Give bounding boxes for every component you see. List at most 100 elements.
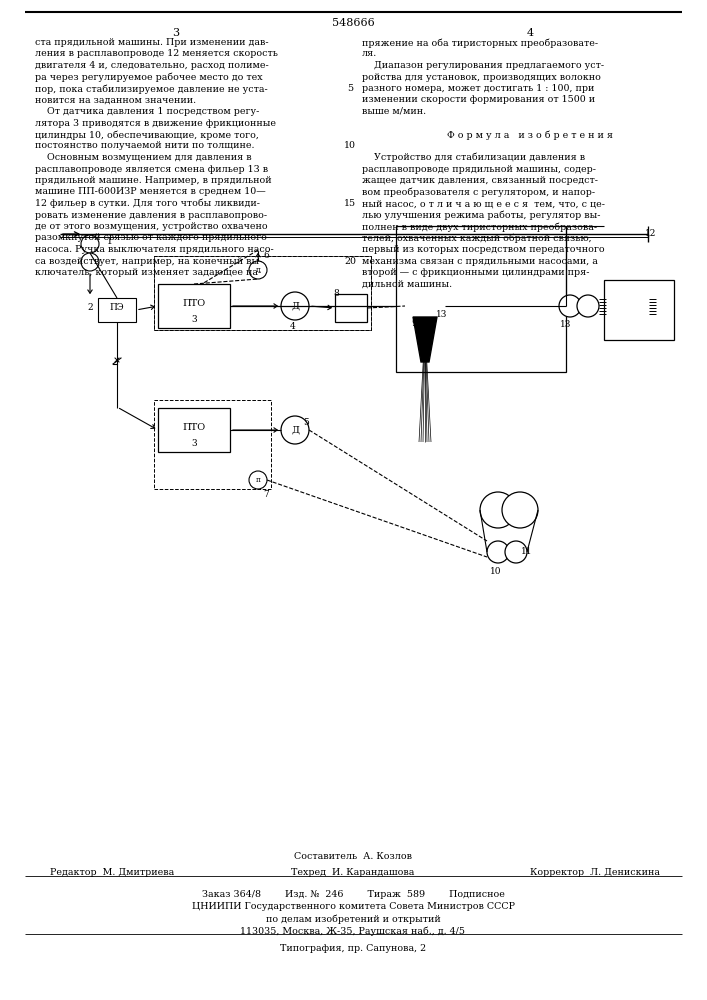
Circle shape	[502, 492, 538, 528]
Text: ный насос, о т л и ч а ю щ е е с я  тем, что, с це-: ный насос, о т л и ч а ю щ е е с я тем, …	[362, 199, 605, 208]
Text: са воздействует, например, на конечный вы-: са воздействует, например, на конечный в…	[35, 256, 262, 265]
Text: вом преобразователя с регулятором, и напор-: вом преобразователя с регулятором, и нап…	[362, 188, 595, 197]
Text: ключатель, который изменяет задающее па-: ключатель, который изменяет задающее па-	[35, 268, 262, 277]
Text: ровать изменение давления в расплавопрово-: ровать изменение давления в расплавопров…	[35, 211, 267, 220]
Text: лью улучшения режима работы, регулятор вы-: лью улучшения режима работы, регулятор в…	[362, 211, 600, 220]
Text: п: п	[255, 476, 260, 484]
Text: второй — с фрикционными цилиндрами пря-: второй — с фрикционными цилиндрами пря-	[362, 268, 590, 277]
Text: 3: 3	[191, 315, 197, 324]
Text: Д: Д	[291, 302, 299, 310]
Text: 1: 1	[107, 237, 112, 246]
Text: Типография, пр. Сапунова, 2: Типография, пр. Сапунова, 2	[280, 944, 426, 953]
Text: расплавопроводе прядильной машины, содер-: расплавопроводе прядильной машины, содер…	[362, 164, 596, 174]
Text: 2: 2	[88, 304, 93, 312]
Text: новится на заданном значении.: новится на заданном значении.	[35, 96, 196, 104]
Circle shape	[405, 295, 427, 317]
Circle shape	[249, 261, 267, 279]
Bar	[335, 294, 367, 322]
Text: 6: 6	[263, 251, 269, 260]
Text: Д: Д	[291, 426, 299, 434]
Text: ПТО: ПТО	[182, 300, 206, 308]
Text: насоса. Ручка выключателя прядильного насо-: насоса. Ручка выключателя прядильного на…	[35, 245, 274, 254]
Bar	[158, 284, 230, 328]
Bar	[396, 226, 566, 372]
Polygon shape	[413, 317, 437, 362]
Text: ройства для установок, производящих волокно: ройства для установок, производящих воло…	[362, 73, 601, 82]
Bar	[158, 408, 230, 452]
Circle shape	[423, 295, 445, 317]
Text: Заказ 364/8        Изд. №  246        Тираж  589        Подписное: Заказ 364/8 Изд. № 246 Тираж 589 Подписн…	[201, 890, 504, 899]
Text: Ф о р м у л а   и з о б р е т е н и я: Ф о р м у л а и з о б р е т е н и я	[447, 130, 613, 139]
Text: Основным возмущением для давления в: Основным возмущением для давления в	[35, 153, 252, 162]
Text: Корректор  Л. Денискина: Корректор Л. Денискина	[530, 868, 660, 877]
Text: Диапазон регулирования предлагаемого уст-: Диапазон регулирования предлагаемого уст…	[362, 61, 604, 70]
Text: машине ПП-600ИЗР меняется в среднем 10—: машине ПП-600ИЗР меняется в среднем 10—	[35, 188, 266, 196]
Bar	[154, 256, 371, 330]
Text: Составитель  А. Козлов: Составитель А. Козлов	[294, 852, 412, 861]
Text: прядильной машине. Например, в прядильной: прядильной машине. Например, в прядильно…	[35, 176, 271, 185]
Circle shape	[577, 295, 599, 317]
Text: 12: 12	[645, 229, 656, 238]
Text: механизма связан с прядильными насосами, а: механизма связан с прядильными насосами,…	[362, 256, 598, 265]
Text: 10: 10	[344, 141, 356, 150]
Text: выше м/мин.: выше м/мин.	[362, 107, 426, 116]
Text: ПТО: ПТО	[182, 424, 206, 432]
Text: 13: 13	[436, 310, 448, 319]
Text: Техред  И. Карандашова: Техред И. Карандашова	[291, 868, 415, 877]
Text: 113035, Москва, Ж-35, Раушская наб., д. 4/5: 113035, Москва, Ж-35, Раушская наб., д. …	[240, 926, 465, 936]
Text: пряжение на оба тиристорных преобразовате-: пряжение на оба тиристорных преобразоват…	[362, 38, 598, 47]
Text: первый из которых посредством передаточного: первый из которых посредством передаточн…	[362, 245, 604, 254]
Text: 3: 3	[173, 28, 180, 38]
Circle shape	[81, 235, 99, 253]
Text: жащее датчик давления, связанный посредст-: жащее датчик давления, связанный посредс…	[362, 176, 598, 185]
Text: де от этого возмущения, устройство охвачено: де от этого возмущения, устройство охвач…	[35, 222, 268, 231]
Circle shape	[627, 295, 649, 317]
Text: Устройство для стабилизации давления в: Устройство для стабилизации давления в	[362, 153, 585, 162]
Text: телей, охваченных каждый обратной связью,: телей, охваченных каждый обратной связью…	[362, 233, 592, 243]
Bar	[154, 400, 271, 489]
Text: 5: 5	[303, 418, 309, 427]
Text: дильной машины.: дильной машины.	[362, 279, 452, 288]
Text: 8: 8	[333, 289, 339, 298]
Text: ста прядильной машины. При изменении дав-: ста прядильной машины. При изменении дав…	[35, 38, 269, 47]
Text: пор, пока стабилизируемое давление не уста-: пор, пока стабилизируемое давление не ус…	[35, 84, 268, 94]
Text: цилиндры 10, обеспечивающие, кроме того,: цилиндры 10, обеспечивающие, кроме того,	[35, 130, 259, 139]
Text: разного номера, может достигать 1 : 100, при: разного номера, может достигать 1 : 100,…	[362, 84, 595, 93]
Text: 12 фильер в сутки. Для того чтобы ликвиди-: 12 фильер в сутки. Для того чтобы ликвид…	[35, 199, 260, 209]
Text: ления в расплавопроводе 12 меняется скорость: ления в расплавопроводе 12 меняется скор…	[35, 49, 278, 58]
Text: Редактор  М. Дмитриева: Редактор М. Дмитриева	[50, 868, 174, 877]
Text: 4: 4	[527, 28, 534, 38]
Text: 11: 11	[521, 547, 532, 556]
Circle shape	[281, 292, 309, 320]
Text: постоянство получаемой нити по толщине.: постоянство получаемой нити по толщине.	[35, 141, 255, 150]
Text: двигателя 4 и, следовательно, расход полиме-: двигателя 4 и, следовательно, расход пол…	[35, 61, 269, 70]
Text: От датчика давления 1 посредством регу-: От датчика давления 1 посредством регу-	[35, 107, 259, 116]
Text: ля.: ля.	[362, 49, 378, 58]
Circle shape	[81, 253, 99, 271]
Circle shape	[249, 471, 267, 489]
Bar	[604, 280, 674, 340]
Text: изменении скорости формирования от 1500 и: изменении скорости формирования от 1500 …	[362, 96, 595, 104]
Text: 7: 7	[263, 490, 269, 499]
Text: ра через регулируемое рабочее место до тех: ра через регулируемое рабочее место до т…	[35, 73, 262, 82]
Text: 20: 20	[344, 256, 356, 265]
Text: 15: 15	[344, 199, 356, 208]
Text: 548666: 548666	[332, 18, 375, 28]
Text: 13: 13	[560, 320, 571, 329]
Circle shape	[480, 492, 516, 528]
Text: 4: 4	[290, 322, 296, 331]
Bar	[154, 256, 371, 330]
Circle shape	[609, 295, 631, 317]
Text: п: п	[255, 266, 260, 274]
Text: 10: 10	[490, 567, 501, 576]
Text: лятора 3 приводятся в движение фрикционные: лятора 3 приводятся в движение фрикционн…	[35, 118, 276, 127]
Text: ПЭ: ПЭ	[110, 304, 124, 312]
Circle shape	[487, 541, 509, 563]
Circle shape	[505, 541, 527, 563]
Text: по делам изобретений и открытий: по делам изобретений и открытий	[266, 914, 440, 924]
Text: разомкнутой связью от каждого прядильного: разомкнутой связью от каждого прядильног…	[35, 233, 267, 242]
Circle shape	[281, 416, 309, 444]
Text: 3: 3	[191, 439, 197, 448]
Text: 9: 9	[411, 319, 416, 328]
Bar	[98, 298, 136, 322]
